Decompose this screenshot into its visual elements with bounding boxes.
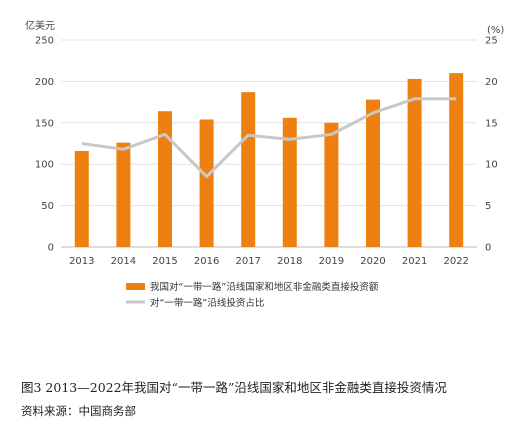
left-tick-label: 150 [35, 118, 54, 129]
left-tick-label: 250 [35, 36, 54, 47]
left-tick-label: 0 [48, 243, 54, 254]
bar [241, 92, 256, 247]
x-tick-label: 2014 [111, 256, 136, 267]
bar [116, 142, 131, 247]
x-tick-label: 2015 [152, 256, 177, 267]
right-tick-label: 20 [485, 77, 498, 88]
x-tick-label: 2016 [194, 256, 219, 267]
bar [449, 73, 464, 248]
left-axis-ticks: 0 50 100 150 200 250 [35, 36, 54, 254]
x-tick-label: 2017 [235, 256, 260, 267]
right-tick-label: 10 [485, 160, 498, 171]
bar [74, 150, 89, 247]
figure-source: 资料来源：中国商务部 [21, 404, 136, 418]
left-tick-label: 200 [35, 77, 54, 88]
legend-label-bar: 我国对“一带一路”沿线国家和地区非金融类直接投资额 [150, 281, 379, 293]
right-axis-ticks: 0 5 10 15 20 25 [485, 36, 498, 254]
right-tick-label: 15 [485, 118, 498, 129]
legend-label-line: 对“一带一路”沿线投资占比 [150, 297, 264, 309]
left-tick-label: 50 [41, 201, 54, 212]
x-tick-label: 2013 [69, 256, 94, 267]
x-tick-label: 2021 [402, 256, 427, 267]
x-axis-ticks: 2013 2014 2015 2016 2017 2018 2019 2020 2021 2022 [69, 256, 469, 267]
bar [407, 78, 422, 247]
right-tick-label: 5 [485, 201, 491, 212]
x-tick-label: 2022 [443, 256, 468, 267]
figure-caption: 图3 2013—2022年我国对“一带一路”沿线国家和地区非金融类直接投资情况 [21, 380, 447, 395]
bar [158, 111, 172, 247]
legend-swatch-bar [126, 283, 145, 290]
right-tick-label: 25 [485, 36, 498, 47]
bar [324, 122, 339, 247]
line-series [81, 97, 457, 179]
right-axis-unit: (%) [487, 25, 504, 36]
left-tick-label: 100 [35, 160, 54, 171]
x-tick-label: 2020 [360, 256, 385, 267]
right-tick-label: 0 [485, 243, 491, 254]
x-tick-label: 2019 [319, 256, 344, 267]
left-axis-unit: 亿美元 [25, 19, 55, 32]
bar [282, 117, 297, 247]
bar [199, 119, 214, 247]
bar-series [74, 73, 464, 248]
series-line [81, 97, 457, 179]
x-tick-label: 2018 [277, 256, 302, 267]
bar [366, 99, 380, 247]
legend: 我国对“一带一路”沿线国家和地区非金融类直接投资额 对“一带一路”沿线投资占比 [126, 281, 379, 309]
